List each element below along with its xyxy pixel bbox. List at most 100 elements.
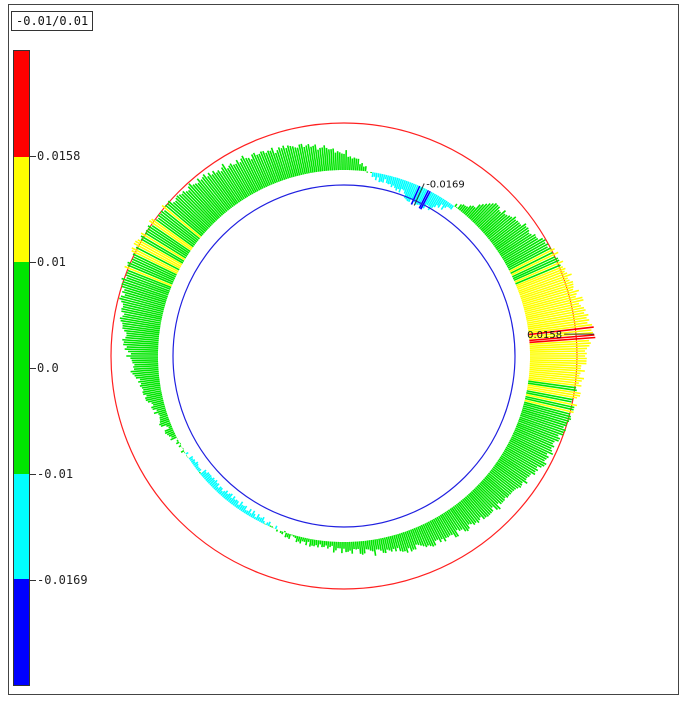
deviation-ray (529, 357, 587, 360)
deviation-ray (166, 423, 172, 428)
deviation-ray (528, 326, 594, 336)
deviation-ray (167, 200, 206, 234)
deviation-ray (436, 516, 450, 538)
deviation-ray (176, 439, 179, 442)
deviation-ray (291, 146, 301, 176)
deviation-ray (140, 235, 185, 262)
deviation-ray (250, 154, 268, 188)
deviation-ray (243, 509, 247, 514)
deviation-ray (120, 295, 165, 309)
deviation-ray (512, 257, 559, 280)
deviation-ray (137, 239, 183, 266)
deviation-ray (418, 525, 430, 546)
deviation-ray (327, 541, 330, 549)
deviation-ray (509, 247, 555, 273)
deviation-ray (126, 276, 170, 294)
colorbar-segment (14, 473, 29, 580)
deviation-ray (253, 516, 257, 520)
deviation-ray (528, 376, 579, 384)
deviation-ray (248, 512, 252, 517)
deviation-ray (262, 150, 277, 184)
deviation-ray (402, 532, 410, 549)
deviation-ray (467, 204, 481, 219)
deviation-ray (509, 439, 547, 460)
deviation-ray (192, 184, 222, 218)
deviation-ray (119, 317, 161, 326)
deviation-ray (143, 386, 161, 391)
deviation-ray (474, 486, 499, 511)
deviation-ray (200, 179, 228, 213)
deviation-ray (510, 251, 553, 275)
deviation-ray (159, 420, 170, 426)
deviation-ray (427, 521, 439, 541)
outer-tolerance-circle (110, 122, 578, 590)
deviation-ray (444, 201, 450, 209)
max-annotation: 0.0158 (527, 330, 562, 341)
deviation-ray (430, 195, 440, 209)
deviation-ray (122, 324, 160, 332)
deviation-ray (138, 378, 160, 383)
deviation-ray (121, 290, 166, 305)
deviation-ray (124, 313, 162, 322)
deviation-ray (464, 496, 486, 520)
deviation-ray (461, 498, 481, 521)
deviation-ray (454, 504, 470, 525)
range-label: -0.01/0.01 (11, 11, 94, 31)
colorbar-segment (14, 579, 29, 686)
deviation-ray (513, 259, 560, 282)
deviation-ray (131, 249, 178, 275)
deviation-ray (167, 203, 204, 236)
deviation-ray (469, 203, 485, 220)
deviation-ray (376, 538, 380, 550)
deviation-ray (279, 530, 282, 534)
deviation-ray (277, 147, 290, 179)
deviation-ray (166, 430, 175, 436)
deviation-ray (214, 486, 219, 491)
deviation-ray (481, 479, 506, 502)
deviation-ray (512, 432, 553, 452)
deviation-ray (495, 463, 523, 484)
deviation-ray (527, 382, 577, 392)
deviation-ray (257, 516, 261, 522)
deviation-ray (218, 490, 223, 495)
deviation-ray (364, 540, 368, 550)
deviation-ray (528, 329, 592, 338)
deviation-ray (196, 178, 227, 214)
deviation-ray (472, 489, 494, 512)
deviation-ray (529, 347, 588, 351)
deviation-ray (460, 205, 467, 213)
deviation-ray (226, 493, 233, 502)
deviation-ray (196, 467, 201, 471)
deviation-ray (358, 541, 362, 554)
deviation-ray (194, 463, 199, 468)
deviation-ray (385, 175, 390, 184)
deviation-ray (141, 384, 161, 389)
deviation-ray (354, 541, 357, 550)
deviation-ray (230, 499, 236, 505)
deviation-ray (473, 488, 493, 508)
deviation-ray (319, 540, 322, 545)
deviation-ray (418, 189, 430, 209)
deviation-ray (439, 514, 453, 536)
deviation-ray (526, 309, 586, 322)
deviation-ray (526, 390, 573, 401)
deviation-ray (477, 206, 501, 228)
deviation-ray (206, 477, 213, 483)
deviation-ray (522, 289, 580, 307)
deviation-ray (524, 401, 570, 415)
deviation-ray (529, 364, 581, 370)
deviation-ray (380, 538, 385, 553)
deviation-ray (498, 232, 530, 254)
deviation-ray (255, 513, 260, 521)
deviation-ray (185, 190, 216, 223)
deviation-ray (121, 277, 169, 296)
deviation-ray (270, 147, 284, 181)
deviation-ray (497, 459, 527, 481)
deviation-ray (226, 167, 247, 199)
deviation-ray (506, 444, 545, 467)
deviation-ray (240, 505, 246, 512)
deviation-ray (229, 163, 250, 197)
deviation-ray (378, 173, 382, 183)
deviation-ray (522, 288, 574, 305)
deviation-ray (145, 395, 163, 402)
